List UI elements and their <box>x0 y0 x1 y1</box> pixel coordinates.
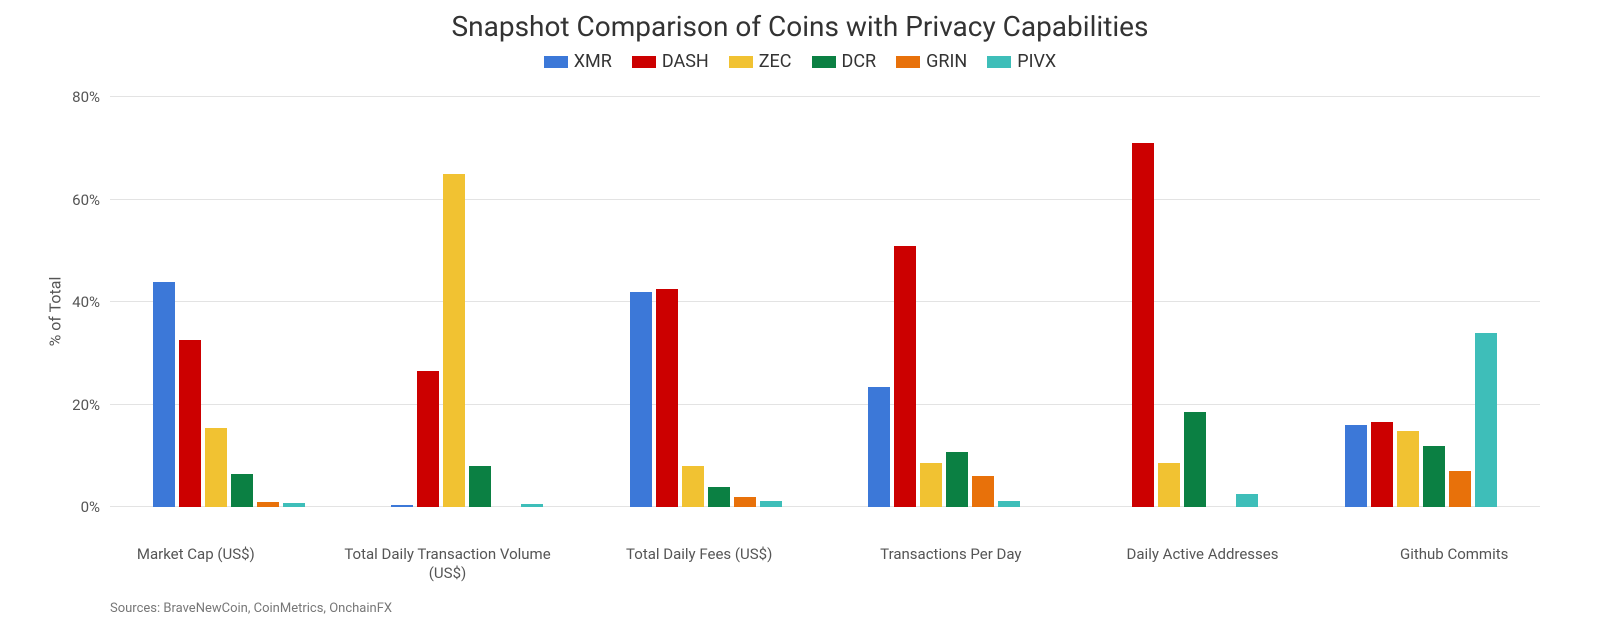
bar-group <box>110 97 348 507</box>
bar-grin <box>972 476 994 507</box>
legend-swatch <box>896 56 920 68</box>
bar-zec <box>920 463 942 507</box>
bar-grin <box>1449 471 1471 507</box>
bar-zec <box>1397 431 1419 507</box>
y-tick-label: 60% <box>72 191 110 209</box>
legend-item-dcr: DCR <box>812 51 877 72</box>
x-axis-label: Total Daily Transaction Volume (US$) <box>322 545 574 583</box>
sources-note: Sources: BraveNewCoin, CoinMetrics, Onch… <box>110 601 392 616</box>
legend-label: ZEC <box>759 51 792 72</box>
x-axis-label: Daily Active Addresses <box>1077 545 1329 583</box>
bar-grin <box>257 502 279 507</box>
bar-zec <box>443 174 465 507</box>
bar-zec <box>1158 463 1180 507</box>
bar-pivx <box>521 504 543 507</box>
bar-group <box>348 97 586 507</box>
bar-dcr <box>708 487 730 508</box>
bar-xmr <box>868 387 890 507</box>
x-axis-label: Total Daily Fees (US$) <box>573 545 825 583</box>
x-axis-label: Github Commits <box>1328 545 1580 583</box>
bar-xmr <box>391 505 413 507</box>
bar-dcr <box>469 466 491 507</box>
bar-xmr <box>153 282 175 508</box>
legend-label: DASH <box>662 51 709 72</box>
legend-swatch <box>729 56 753 68</box>
plot-area: % of Total 0%20%40%60%80% <box>110 97 1540 507</box>
bar-dcr <box>1423 446 1445 508</box>
bar-dcr <box>946 452 968 507</box>
legend-item-dash: DASH <box>632 51 709 72</box>
y-tick-label: 20% <box>72 396 110 414</box>
bar-pivx <box>283 503 305 507</box>
bar-dash <box>179 340 201 507</box>
bar-xmr <box>630 292 652 507</box>
legend-item-grin: GRIN <box>896 51 967 72</box>
bar-group <box>1302 97 1540 507</box>
bar-dash <box>1371 422 1393 507</box>
y-tick-label: 0% <box>81 498 110 516</box>
legend-swatch <box>632 56 656 68</box>
chart-title: Snapshot Comparison of Coins with Privac… <box>40 10 1560 43</box>
bar-zec <box>205 428 227 507</box>
bar-group <box>825 97 1063 507</box>
bar-group <box>1063 97 1301 507</box>
y-tick-label: 80% <box>72 88 110 106</box>
bar-groups <box>110 97 1540 507</box>
legend-label: XMR <box>574 51 612 72</box>
legend-item-pivx: PIVX <box>987 51 1056 72</box>
x-axis-label: Market Cap (US$) <box>70 545 322 583</box>
legend: XMR DASH ZEC DCR GRIN PIVX <box>40 51 1560 72</box>
bar-xmr <box>1345 425 1367 507</box>
y-tick-label: 40% <box>72 293 110 311</box>
bar-dash <box>417 371 439 507</box>
bar-grin <box>734 497 756 507</box>
legend-item-zec: ZEC <box>729 51 792 72</box>
bar-dash <box>1132 143 1154 507</box>
bar-pivx <box>1236 494 1258 507</box>
bar-dcr <box>1184 412 1206 507</box>
chart-container: Snapshot Comparison of Coins with Privac… <box>0 0 1600 630</box>
bar-zec <box>682 466 704 507</box>
legend-swatch <box>812 56 836 68</box>
bar-pivx <box>1475 333 1497 507</box>
legend-swatch <box>987 56 1011 68</box>
legend-label: GRIN <box>926 51 967 72</box>
bar-dash <box>894 246 916 507</box>
legend-item-xmr: XMR <box>544 51 612 72</box>
legend-label: PIVX <box>1017 51 1056 72</box>
legend-swatch <box>544 56 568 68</box>
x-axis-labels: Market Cap (US$)Total Daily Transaction … <box>70 545 1580 583</box>
y-axis-label: % of Total <box>46 277 65 347</box>
bar-dash <box>656 289 678 507</box>
bar-pivx <box>760 501 782 507</box>
bar-dcr <box>231 474 253 507</box>
bar-pivx <box>998 501 1020 507</box>
bar-group <box>587 97 825 507</box>
legend-label: DCR <box>842 51 877 72</box>
x-axis-label: Transactions Per Day <box>825 545 1077 583</box>
